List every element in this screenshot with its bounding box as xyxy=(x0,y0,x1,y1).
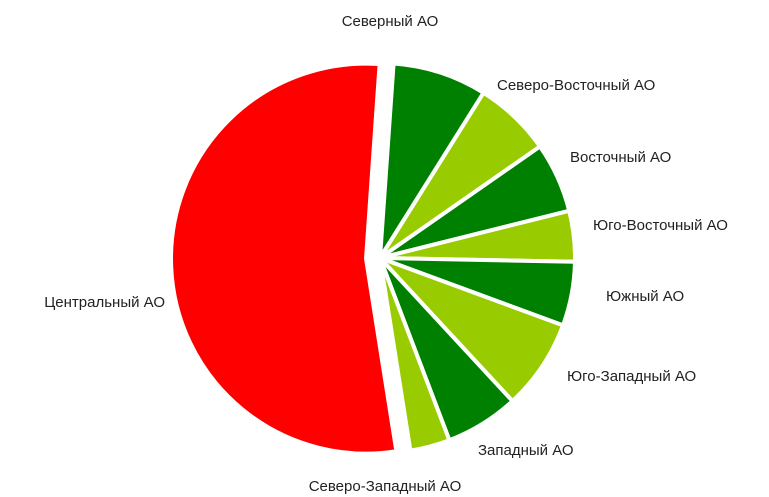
slice-label: Южный АО xyxy=(606,288,684,305)
pie-slice xyxy=(378,256,452,453)
slice-label: Центральный АО xyxy=(44,294,165,311)
slice-label: Западный АО xyxy=(478,442,574,459)
slice-label: Северный АО xyxy=(342,13,439,30)
slice-label: Юго-Восточный АО xyxy=(593,217,728,234)
slice-label: Восточный АО xyxy=(570,149,671,166)
slice-label: Северо-Восточный АО xyxy=(497,77,655,94)
pie-slice xyxy=(169,61,399,456)
slice-label: Юго-Западный АО xyxy=(567,368,696,385)
slice-label: Северо-Западный АО xyxy=(309,478,462,495)
